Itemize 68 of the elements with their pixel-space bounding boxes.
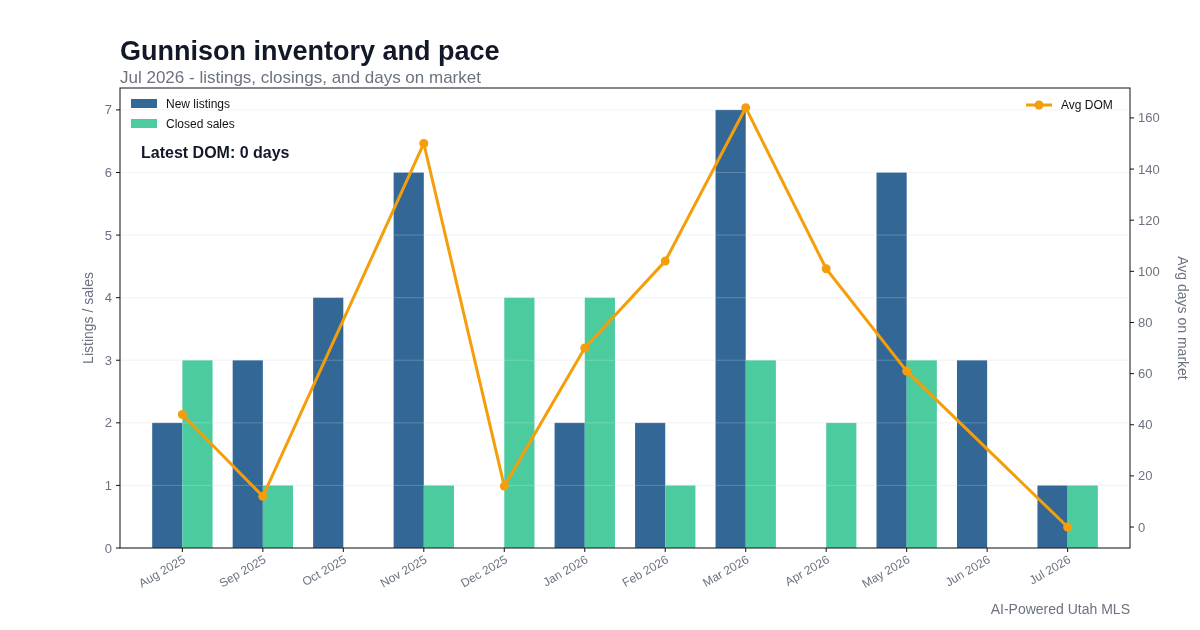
x-tick-label: Jul 2026 xyxy=(1026,552,1074,588)
y2-tick-label: 140 xyxy=(1138,161,1160,177)
bar xyxy=(715,109,746,548)
y-tick-label: 5 xyxy=(104,227,112,243)
annotation: Latest DOM: 0 days xyxy=(141,144,290,161)
bar xyxy=(956,360,988,548)
bar xyxy=(1067,485,1098,548)
bar xyxy=(906,360,937,548)
point xyxy=(177,410,187,420)
legend-label: Avg DOM xyxy=(1061,98,1113,113)
point xyxy=(821,264,831,274)
point xyxy=(902,366,912,376)
y-tick-label: 1 xyxy=(104,477,112,493)
bar xyxy=(554,422,585,548)
y2-tick-label: 40 xyxy=(1138,417,1153,433)
x-tick-label: Oct 2025 xyxy=(299,552,350,589)
x-tick-label: Jun 2026 xyxy=(942,552,993,590)
text: AI-Powered Utah MLS xyxy=(990,601,1130,617)
y-tick-label: 7 xyxy=(104,102,112,118)
y-tick-label: 4 xyxy=(104,290,112,306)
point xyxy=(660,256,670,266)
y-axis-title: Listings / sales xyxy=(80,272,96,364)
x-tick-label: Aug 2025 xyxy=(136,552,189,591)
point xyxy=(580,343,590,353)
chart-subtitle: Jul 2026 - listings, closings, and days on market xyxy=(120,68,482,87)
bar xyxy=(423,485,454,548)
y-tick-label: 0 xyxy=(104,540,112,556)
bar xyxy=(232,360,263,548)
bar xyxy=(635,422,666,548)
y2-tick-label: 120 xyxy=(1138,212,1160,228)
y2-tick-label: 100 xyxy=(1138,263,1160,279)
bar xyxy=(584,297,615,548)
x-tick-label: May 2026 xyxy=(859,552,913,591)
y2-tick-label: 80 xyxy=(1138,315,1153,331)
point xyxy=(419,138,429,148)
x-tick-label: Nov 2025 xyxy=(377,552,430,591)
point xyxy=(741,103,751,113)
bar xyxy=(182,360,213,548)
y-tick-label: 6 xyxy=(104,165,112,181)
x-tick-label: Apr 2026 xyxy=(782,552,832,589)
chart-title: Gunnison inventory and pace xyxy=(120,36,500,66)
legend-label: Closed sales xyxy=(166,117,235,132)
point xyxy=(1063,522,1073,532)
x-tick-label: Sep 2025 xyxy=(216,552,269,591)
legend-label: New listings xyxy=(166,97,231,112)
bar xyxy=(152,422,183,548)
y2-tick-label: 20 xyxy=(1138,468,1153,484)
y-tick-label: 3 xyxy=(104,352,112,368)
bar xyxy=(745,360,776,548)
y2-tick-label: 60 xyxy=(1138,366,1153,382)
point xyxy=(258,491,268,501)
bar xyxy=(1037,485,1068,548)
x-tick-label: Jan 2026 xyxy=(540,552,591,590)
point xyxy=(499,481,509,491)
y2-axis-title: Avg days on market xyxy=(1175,256,1191,380)
bar xyxy=(876,172,907,548)
bar xyxy=(393,172,424,548)
y2-tick-label: 0 xyxy=(1138,519,1146,535)
bar xyxy=(665,485,696,548)
bar xyxy=(262,485,294,548)
bar xyxy=(313,297,344,548)
x-tick-label: Dec 2025 xyxy=(458,552,511,591)
y-tick-label: 2 xyxy=(104,415,112,431)
y2-tick-label: 160 xyxy=(1138,110,1160,126)
bar xyxy=(504,297,535,548)
bar xyxy=(826,422,857,548)
x-tick-label: Mar 2026 xyxy=(700,552,752,590)
x-tick-label: Feb 2026 xyxy=(619,552,672,590)
